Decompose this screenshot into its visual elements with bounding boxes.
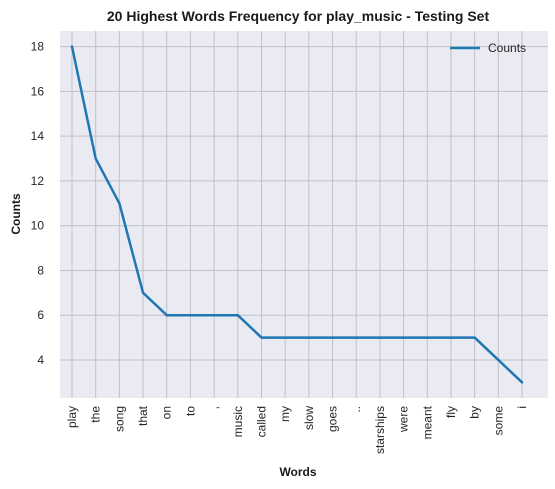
- data-point: [212, 314, 216, 317]
- y-tick-label: 14: [31, 129, 45, 143]
- x-tick-label: on: [160, 406, 174, 419]
- data-points: [70, 45, 524, 384]
- data-point: [355, 336, 358, 339]
- x-tick-label: song: [112, 406, 126, 432]
- y-tick-label: 10: [31, 219, 45, 233]
- x-tick-label: some: [491, 406, 505, 436]
- y-tick-label: 16: [31, 84, 45, 98]
- data-point: [497, 358, 500, 362]
- data-point: [449, 336, 453, 339]
- x-tick-label: called: [254, 406, 268, 437]
- x-tick-label: music: [231, 406, 245, 437]
- x-tick-label: slow: [302, 406, 316, 430]
- y-tick-label: 8: [37, 263, 44, 277]
- data-point: [260, 336, 263, 339]
- x-axis-label: Words: [279, 465, 316, 479]
- x-tick-label: the: [89, 406, 103, 423]
- data-point: [165, 314, 168, 317]
- y-tick-label: 6: [37, 308, 44, 322]
- x-tick-label: fly: [444, 406, 458, 418]
- data-point: [236, 314, 239, 317]
- data-point: [426, 336, 429, 339]
- x-tick-label: starships: [373, 406, 387, 454]
- legend-label: Counts: [488, 41, 526, 55]
- x-tick-label: goes: [326, 406, 340, 432]
- data-point: [520, 381, 524, 384]
- x-tick-label: were: [397, 406, 411, 433]
- data-point: [141, 291, 145, 295]
- data-point: [94, 157, 97, 160]
- y-tick-label: 4: [37, 353, 44, 367]
- data-point: [189, 314, 192, 317]
- data-point: [378, 336, 382, 339]
- x-tick-label: ..: [349, 406, 363, 413]
- data-point: [283, 336, 287, 339]
- chart-title: 20 Highest Words Frequency for play_musi…: [107, 8, 490, 24]
- x-tick-label: meant: [420, 405, 434, 439]
- x-tick-labels: play the song that on to, music called my slow goe…: [65, 405, 529, 454]
- x-tick-label: to: [183, 406, 197, 416]
- data-point: [331, 336, 334, 339]
- legend: Counts: [450, 41, 526, 55]
- x-tick-label: that: [136, 405, 150, 426]
- y-tick-label: 18: [31, 40, 45, 54]
- data-point: [402, 336, 405, 339]
- data-point: [70, 45, 74, 48]
- y-tick-label: 12: [31, 174, 45, 188]
- series-line-counts: [70, 45, 524, 384]
- data-point: [473, 336, 476, 339]
- x-tick-label: by: [468, 406, 482, 419]
- x-tick-label: my: [278, 406, 292, 422]
- data-point: [118, 202, 121, 205]
- data-point: [307, 336, 311, 339]
- y-axis-label: Counts: [9, 193, 23, 235]
- x-tick-label: play: [65, 406, 79, 428]
- y-tick-labels: 4 6 8 10 12 14 16 18: [31, 40, 45, 367]
- x-tick-label: i: [515, 406, 529, 409]
- x-tick-label: ,: [207, 406, 221, 409]
